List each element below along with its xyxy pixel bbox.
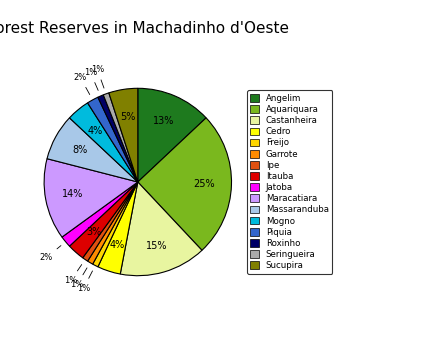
Text: 8%: 8% xyxy=(72,145,87,155)
Text: 5%: 5% xyxy=(120,112,135,122)
Wedge shape xyxy=(88,182,138,264)
Text: 2%: 2% xyxy=(74,73,90,95)
Wedge shape xyxy=(138,88,206,182)
Text: 25%: 25% xyxy=(193,179,215,189)
Text: 1%: 1% xyxy=(64,265,82,285)
Wedge shape xyxy=(98,95,138,182)
Text: 1%: 1% xyxy=(77,271,92,293)
Wedge shape xyxy=(109,88,138,182)
Text: 2%: 2% xyxy=(39,246,61,262)
Text: 1%: 1% xyxy=(70,268,87,289)
Text: 13%: 13% xyxy=(153,116,175,126)
Text: 4%: 4% xyxy=(110,240,125,250)
Title: Forest Reserves in Machadinho d'Oeste: Forest Reserves in Machadinho d'Oeste xyxy=(0,21,289,36)
Wedge shape xyxy=(138,118,232,250)
Wedge shape xyxy=(47,118,138,182)
Wedge shape xyxy=(103,93,138,182)
Text: 15%: 15% xyxy=(145,241,167,250)
Wedge shape xyxy=(70,103,138,182)
Wedge shape xyxy=(70,182,138,258)
Legend: Angelim, Aquariquara, Castanheira, Cedro, Freijo, Garrote, Ipe, Itauba, Jatoba, : Angelim, Aquariquara, Castanheira, Cedro… xyxy=(247,90,332,274)
Text: 4%: 4% xyxy=(88,126,103,136)
Wedge shape xyxy=(120,182,202,276)
Text: 3%: 3% xyxy=(86,227,102,237)
Wedge shape xyxy=(44,159,138,237)
Wedge shape xyxy=(98,182,138,274)
Text: 14%: 14% xyxy=(62,189,84,199)
Wedge shape xyxy=(62,182,138,246)
Wedge shape xyxy=(93,182,138,267)
Text: 1%: 1% xyxy=(84,68,98,90)
Text: 1%: 1% xyxy=(91,66,104,88)
Wedge shape xyxy=(83,182,138,261)
Wedge shape xyxy=(88,97,138,182)
